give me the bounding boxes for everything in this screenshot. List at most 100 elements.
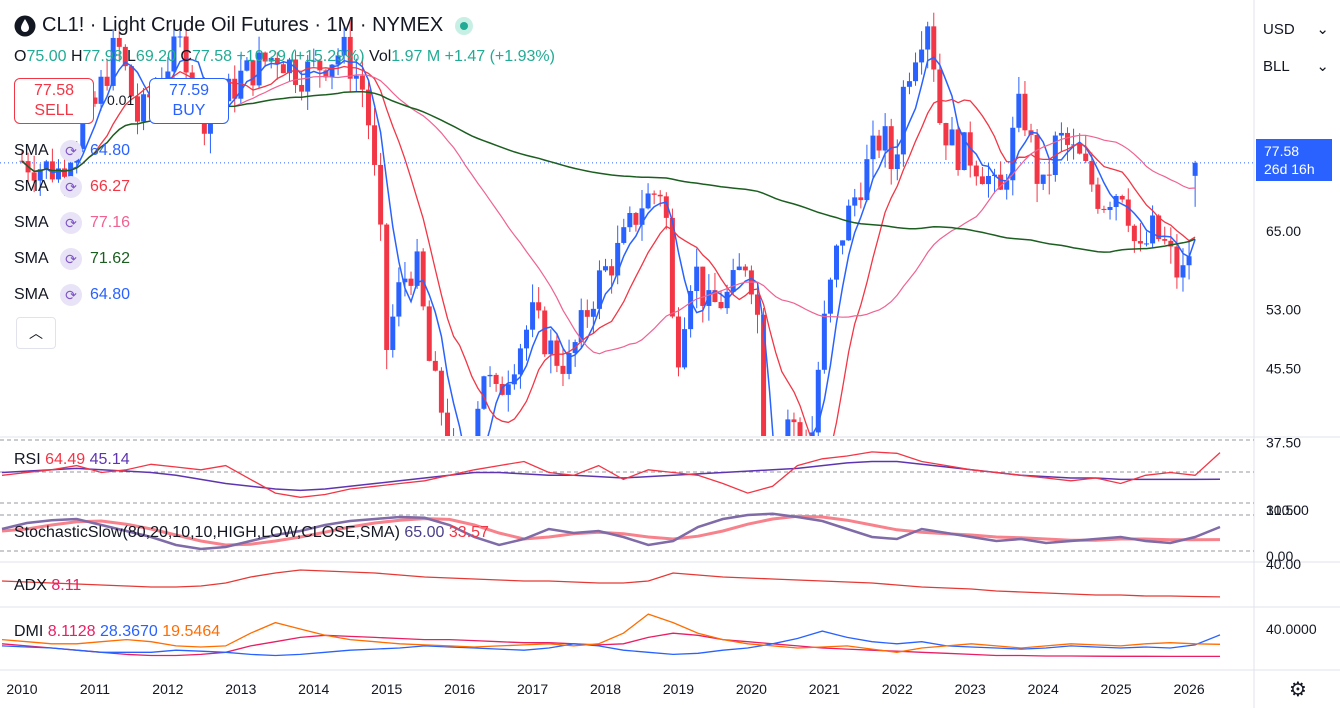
settings-gear-icon[interactable]: ⚙ [1289, 679, 1307, 701]
candle-body [834, 245, 840, 280]
candle-body [730, 270, 736, 292]
change-value: +10.29 (+15.29%) [236, 48, 365, 65]
buy-button[interactable]: 77.59 BUY [149, 78, 229, 124]
candle-body [98, 76, 104, 104]
dmi-line-3 [1, 613, 1221, 653]
currency-value: USD [1263, 20, 1295, 38]
sell-button[interactable]: 77.58 SELL [14, 78, 94, 124]
candle-body [238, 70, 244, 99]
candle-body [1131, 225, 1137, 242]
candle-body [973, 165, 979, 177]
sync-icon[interactable]: ⟳ [60, 176, 82, 198]
candle-body [627, 212, 633, 228]
buy-label: BUY [172, 102, 206, 119]
currency-select[interactable]: USD ⌄ [1259, 14, 1335, 44]
stoch-legend[interactable]: StochasticSlow(80,20,10,10,HIGH,LOW,CLOS… [14, 524, 489, 542]
candle-body [359, 75, 365, 90]
sync-icon[interactable]: ⟳ [60, 284, 82, 306]
candle-body [949, 129, 955, 146]
price-tick-label: 31.50 [1266, 502, 1301, 518]
candle-body [438, 370, 444, 413]
candle-body [1119, 195, 1125, 200]
adx-legend[interactable]: ADX 8.11 [14, 577, 81, 595]
candle-body [998, 174, 1004, 190]
sync-icon[interactable]: ⟳ [60, 212, 82, 234]
candle-body [651, 193, 657, 195]
symbol-header[interactable]: CL1! · Light Crude Oil Futures · 1M · NY… [14, 14, 474, 37]
candle-body [408, 278, 414, 286]
candle-body [645, 193, 651, 209]
candle-body [444, 412, 450, 436]
candle-body [317, 60, 323, 71]
stoch-label: StochasticSlow(80,20,10,10,HIGH,LOW,CLOS… [14, 524, 400, 541]
candle-body [985, 175, 991, 185]
adx-label: ADX [14, 577, 47, 594]
candle-body [299, 84, 305, 92]
collapse-legend-button[interactable]: ︿ [16, 317, 56, 349]
candle-body [846, 205, 852, 241]
candle-body [943, 123, 949, 146]
rsi-ma-value: 45.14 [89, 451, 130, 468]
market-status-icon [455, 16, 474, 35]
candle-body [961, 132, 967, 171]
candle-body [1137, 241, 1143, 244]
candle-body [548, 340, 554, 355]
candle-body [1095, 184, 1101, 209]
candle-body [804, 441, 809, 461]
candle-body [177, 36, 183, 38]
candle-body [615, 242, 621, 276]
unit-select[interactable]: BLL ⌄ [1259, 51, 1335, 81]
time-tick-label: 2019 [663, 681, 694, 697]
candle-body [372, 125, 378, 165]
candle-body [700, 266, 706, 306]
candle-body [554, 340, 560, 366]
candle-body [712, 290, 718, 303]
price-tick-label: 37.50 [1266, 435, 1301, 451]
candle-body [396, 282, 402, 317]
dmi-line-1 [1, 632, 1220, 658]
candle-body [754, 294, 760, 315]
candle-body [590, 308, 596, 317]
sma-legend-4[interactable]: SMA ⟳ 71.62 [14, 246, 130, 272]
candle-body [675, 316, 681, 368]
dmi-value-2: 28.3670 [99, 623, 158, 640]
sma-legend-5[interactable]: SMA ⟳ 64.80 [14, 282, 130, 308]
low-label: L [127, 48, 136, 65]
candle-body [390, 316, 396, 350]
sync-icon[interactable]: ⟳ [60, 248, 82, 270]
dmi-legend[interactable]: DMI 8.1128 28.3670 19.5464 [14, 623, 220, 641]
candle-body [797, 422, 803, 436]
time-tick-label: 2020 [736, 681, 767, 697]
chevron-down-icon: ⌄ [1316, 58, 1329, 75]
sma-fast-line [21, 56, 1196, 436]
candle-body [584, 310, 590, 317]
candle-body [785, 419, 791, 436]
candle-body [858, 197, 864, 201]
adx-line [1, 569, 1221, 598]
candle-body [31, 172, 37, 181]
sma-legend-3[interactable]: SMA ⟳ 77.16 [14, 210, 130, 236]
spread-value: 0.01 [107, 92, 135, 108]
candle-body [1040, 174, 1046, 184]
candle-body [141, 94, 147, 122]
sma-label: SMA [14, 142, 49, 159]
candle-body [262, 52, 268, 62]
candle-body [578, 310, 584, 343]
candle-body [250, 60, 256, 86]
candle-body [955, 129, 961, 171]
vol-label: Vol [369, 48, 392, 65]
close-label: C [180, 48, 192, 65]
candle-body [475, 408, 481, 436]
rsi-legend[interactable]: RSI 64.49 45.14 [14, 451, 130, 469]
stoch-axis-label: 0.00 [1266, 548, 1293, 564]
candle-body [688, 290, 694, 330]
high-value: 77.98 [82, 48, 123, 65]
candle-body [37, 169, 43, 181]
candle-body [736, 266, 742, 271]
sma-legend-2[interactable]: SMA ⟳ 66.27 [14, 174, 130, 200]
candle-body [821, 313, 827, 370]
sync-icon[interactable]: ⟳ [60, 140, 82, 162]
sma-legend-1[interactable]: SMA ⟳ 64.80 [14, 138, 130, 164]
candle-body [55, 168, 61, 180]
